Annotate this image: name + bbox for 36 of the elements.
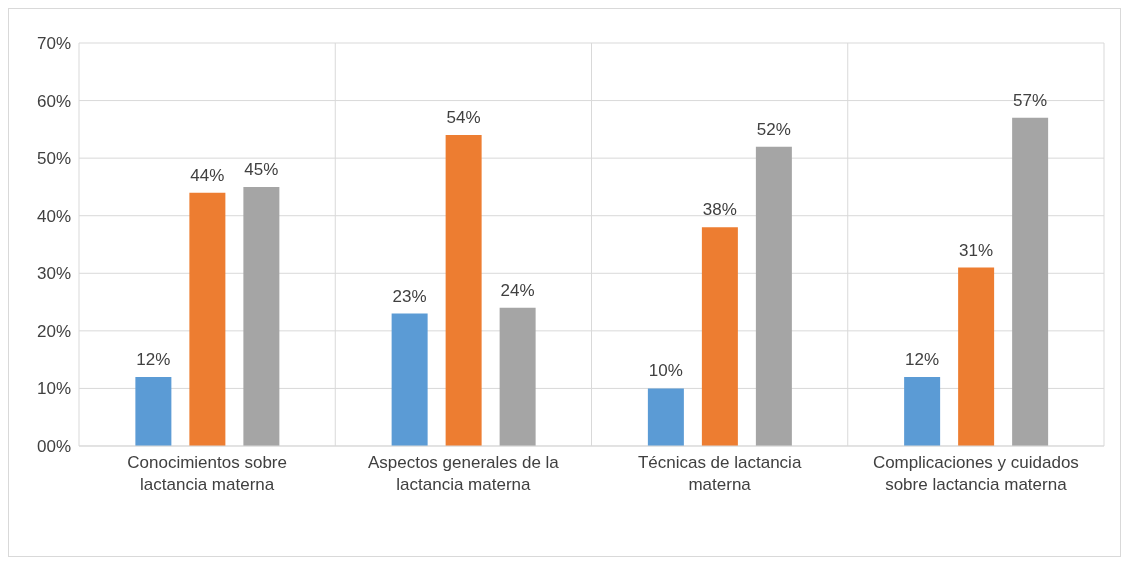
data-label: 38% [702, 200, 737, 220]
data-label: 54% [446, 108, 481, 128]
y-tick-label: 60% [36, 91, 71, 111]
bar [647, 388, 684, 446]
data-label: 45% [244, 159, 279, 179]
y-tick-label: 30% [36, 264, 71, 284]
x-tick-label: Técnicas de lactancia materna [637, 453, 802, 494]
data-label: 57% [1013, 90, 1048, 110]
x-tick-label: Complicaciones y cuidados sobre lactancia materna [872, 453, 1079, 494]
data-label: 10% [648, 361, 683, 381]
bar [958, 267, 995, 446]
data-label: 24% [500, 280, 535, 300]
bar [499, 307, 536, 446]
x-tick-label: Conocimientos sobre lactancia materna [127, 453, 287, 494]
bar [701, 227, 738, 446]
y-tick-label: 50% [36, 149, 71, 169]
bar [189, 192, 226, 446]
bar [243, 186, 280, 446]
data-label: 31% [959, 240, 994, 260]
data-label: 12% [905, 349, 940, 369]
bar [904, 376, 941, 446]
y-tick-label: 10% [36, 379, 71, 399]
bar [391, 313, 428, 446]
bar [755, 146, 792, 446]
bar [445, 135, 482, 446]
y-tick-label: 70% [36, 34, 71, 54]
x-tick-label: Aspectos generales de la lactancia materna [367, 453, 560, 494]
y-tick-label: 00% [36, 437, 71, 457]
data-label: 44% [190, 165, 225, 185]
bar [1012, 117, 1049, 446]
data-label: 23% [392, 286, 427, 306]
y-tick-label: 40% [36, 206, 71, 226]
bar [135, 376, 172, 446]
data-label: 52% [756, 119, 791, 139]
data-label: 12% [136, 349, 171, 369]
y-tick-label: 20% [36, 321, 71, 341]
